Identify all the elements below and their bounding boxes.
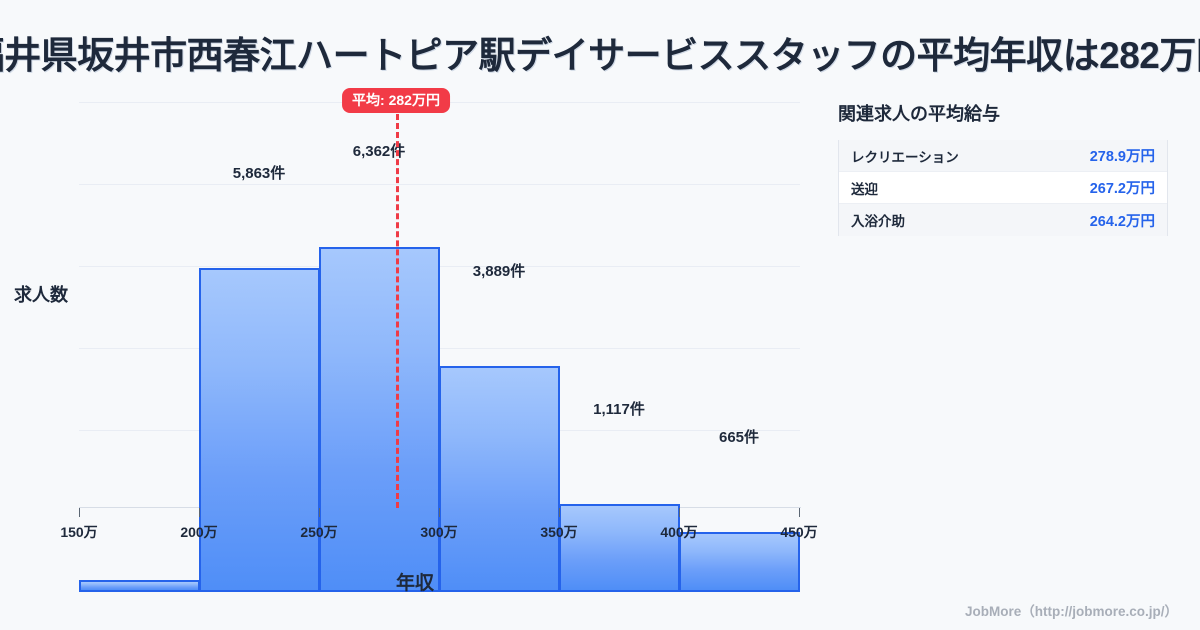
x-axis-tick-label: 200万 (180, 524, 218, 540)
salary-histogram-chart: 求人数 5,863件 6,362件 3,889件 1,117件 665件 平均:… (0, 86, 830, 606)
x-axis-tick-label: 450万 (780, 524, 818, 540)
x-axis-title: 年収 (395, 573, 434, 594)
histogram-bar[interactable] (319, 247, 440, 592)
x-axis-tick (679, 508, 680, 517)
bar-value-label: 5,863件 (232, 165, 286, 182)
x-axis-tick (439, 508, 440, 517)
page-title: 福井県坂井市西春江ハートピア駅デイサービススタッフの平均年収は282万円 (0, 35, 1200, 76)
bar-value-label: 665件 (718, 429, 760, 446)
y-axis-title: 求人数 (14, 285, 68, 305)
histogram-bar[interactable] (679, 532, 800, 592)
related-salary-panel: 関連求人の平均給与 レクリエーション 278.9万円 送迎 267.2万円 入浴… (838, 100, 1168, 236)
bar-value-label: 1,117件 (593, 401, 645, 418)
x-axis-tick (319, 508, 320, 517)
footer-watermark: JobMore（http://jobmore.co.jp/） (965, 604, 1178, 619)
table-cell-name: レクリエーション (851, 149, 959, 165)
table-cell-salary: 267.2万円 (1089, 181, 1155, 197)
x-axis-tick (559, 508, 560, 517)
x-axis-tick (199, 508, 200, 517)
table-cell-salary: 264.2万円 (1089, 213, 1155, 230)
table-cell-name: 送迎 (851, 181, 878, 197)
x-axis-tick-label: 400万 (660, 524, 698, 540)
table-cell-salary: 278.9万円 (1089, 149, 1155, 165)
gridline (79, 184, 800, 185)
x-axis-tick (79, 508, 80, 517)
x-axis-tick-label: 150万 (60, 524, 98, 540)
page-title-bar: 福井県坂井市西春江ハートピア駅デイサービススタッフの平均年収は282万円 (0, 22, 1200, 82)
bar-value-label: 6,362件 (352, 143, 406, 160)
related-salary-table: レクリエーション 278.9万円 送迎 267.2万円 入浴介助 264.2万円 (838, 140, 1168, 236)
table-row[interactable]: レクリエーション 278.9万円 (839, 140, 1167, 172)
panel-title: 関連求人の平均給与 (838, 104, 1000, 124)
x-axis-tick-label: 350万 (540, 524, 578, 540)
plot-area: 5,863件 6,362件 3,889件 1,117件 665件 平均: 282… (60, 88, 818, 592)
bar-value-label: 3,889件 (472, 263, 526, 280)
mean-badge: 平均: 282万円 (342, 88, 450, 114)
table-row[interactable]: 入浴介助 264.2万円 (839, 204, 1167, 236)
histogram-bar[interactable] (439, 366, 560, 592)
mean-line (396, 114, 399, 508)
table-row[interactable]: 送迎 267.2万円 (839, 172, 1167, 204)
table-cell-name: 入浴介助 (851, 214, 905, 229)
x-axis-tick-label: 250万 (300, 524, 338, 540)
x-axis-tick (799, 508, 800, 517)
histogram-bar[interactable] (199, 268, 320, 592)
x-axis-tick-label: 300万 (420, 524, 458, 540)
